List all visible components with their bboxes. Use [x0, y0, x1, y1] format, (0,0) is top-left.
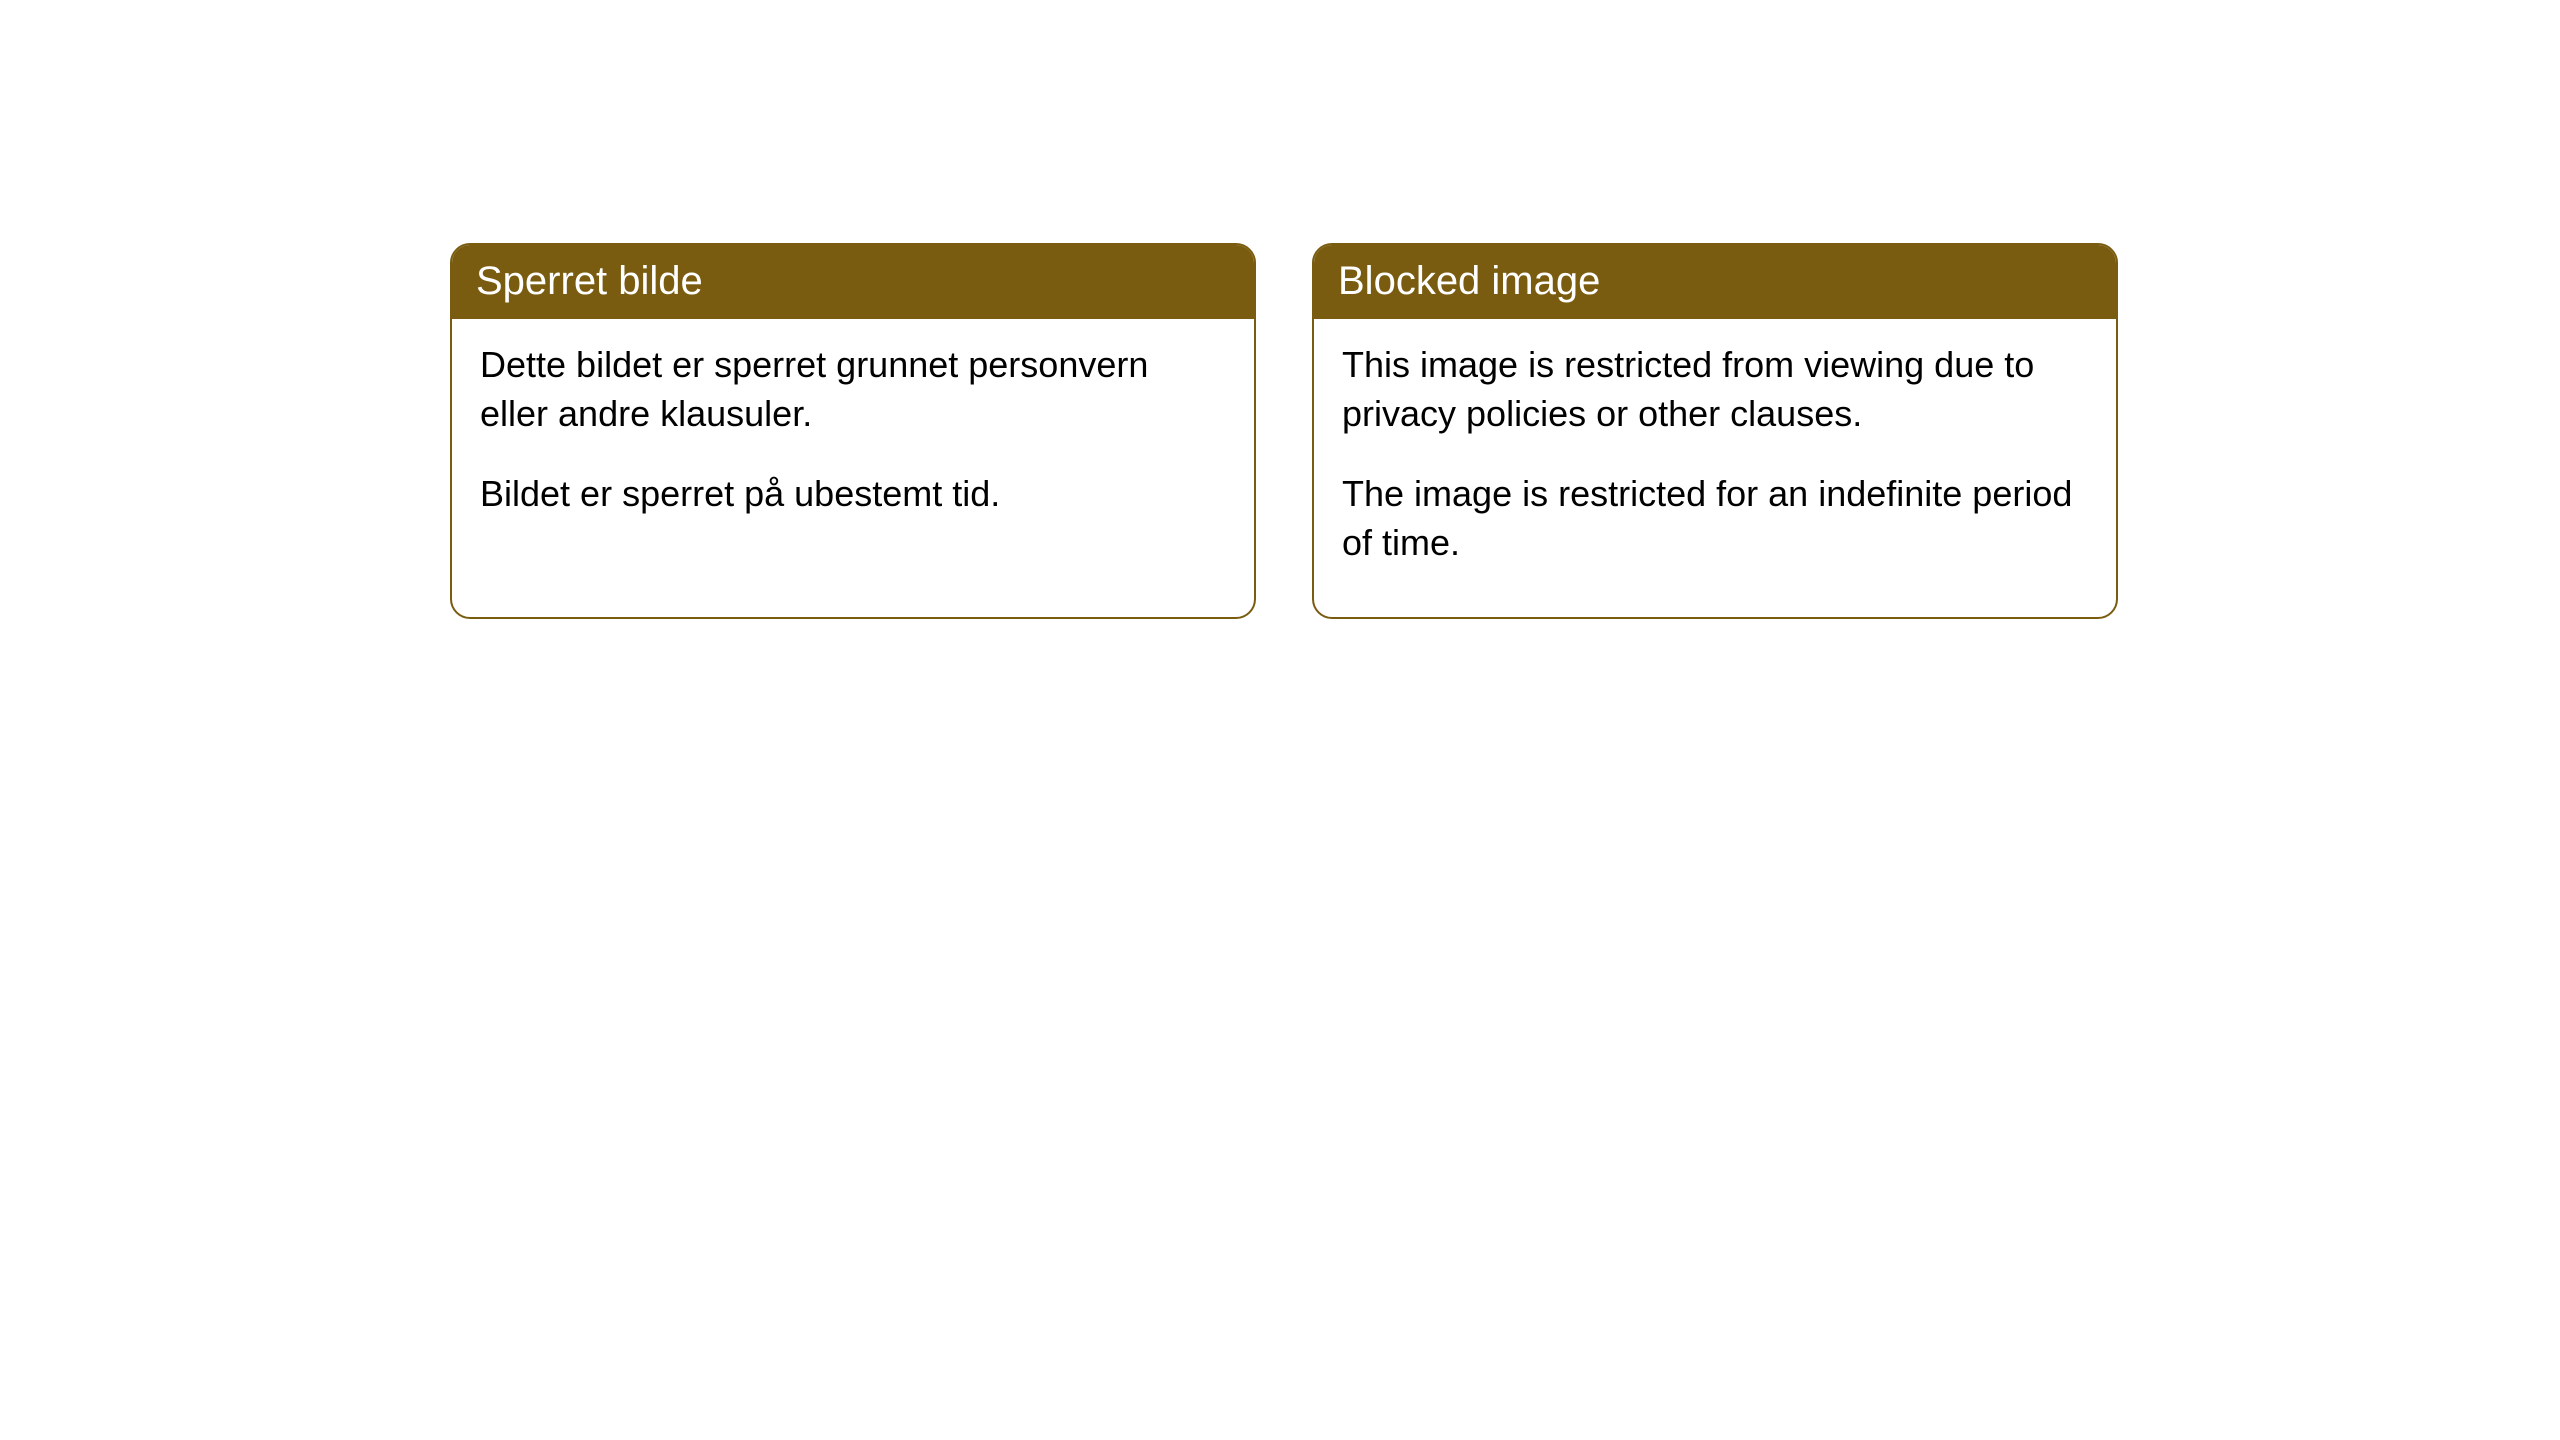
blocked-image-card-en: Blocked image This image is restricted f…: [1312, 243, 2118, 619]
blocked-image-card-no: Sperret bilde Dette bildet er sperret gr…: [450, 243, 1256, 619]
card-header-en: Blocked image: [1314, 245, 2116, 319]
card-text-2-no: Bildet er sperret på ubestemt tid.: [480, 470, 1226, 519]
card-body-en: This image is restricted from viewing du…: [1314, 319, 2116, 617]
card-text-1-en: This image is restricted from viewing du…: [1342, 341, 2088, 438]
card-header-no: Sperret bilde: [452, 245, 1254, 319]
cards-container: Sperret bilde Dette bildet er sperret gr…: [450, 243, 2118, 619]
card-body-no: Dette bildet er sperret grunnet personve…: [452, 319, 1254, 569]
card-text-1-no: Dette bildet er sperret grunnet personve…: [480, 341, 1226, 438]
card-text-2-en: The image is restricted for an indefinit…: [1342, 470, 2088, 567]
